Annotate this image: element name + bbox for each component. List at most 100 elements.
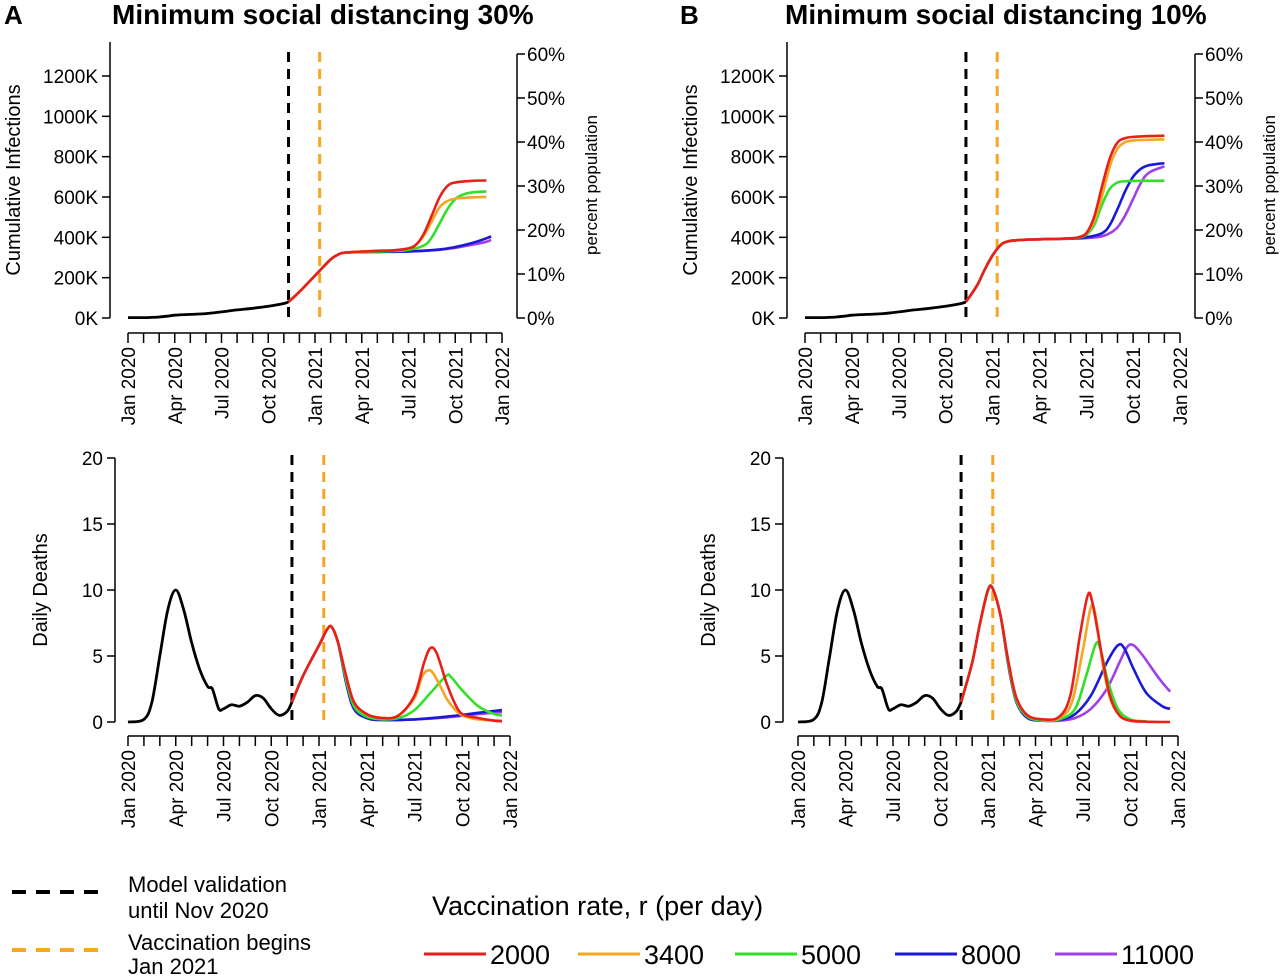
y-tick-label: 10 (82, 581, 103, 602)
y2-tick-label: 60% (1205, 45, 1243, 66)
x-tick-label: Jan 2021 (979, 750, 1000, 828)
x-tick-label: Jan 2022 (1169, 750, 1190, 828)
series-line-8000 (290, 624, 503, 722)
legend: Model validation until Nov 2020 Vaccinat… (12, 872, 1194, 977)
x-tick-label: Jul 2020 (890, 347, 911, 419)
y2-tick-label: 50% (1205, 89, 1243, 110)
x-tick-label: Jul 2021 (406, 750, 427, 822)
y-tick-label: 0K (752, 309, 776, 330)
y2-axis-label: percent population (1260, 115, 1279, 255)
y-tick-label: 400K (731, 228, 776, 249)
y2-tick-label: 60% (527, 45, 565, 66)
y-axis-label: Cumulative Infections (680, 84, 702, 275)
legend-label-8000: 8000 (961, 940, 1021, 970)
series-line-5000 (964, 179, 1165, 303)
x-tick-label: Oct 2021 (1122, 750, 1143, 827)
vaccination-rate-legend: 2000 3400 5000 8000 11000 (424, 940, 1194, 970)
x-tick-label: Jan 2020 (789, 750, 810, 828)
series-line-observed (127, 588, 294, 724)
x-tick-label: Apr 2020 (167, 750, 188, 827)
x-tick-label: Jan 2021 (306, 347, 327, 425)
x-tick-label: Jan 2022 (501, 750, 522, 828)
y-tick-label: 15 (82, 515, 103, 536)
vaccination-rate-legend-title: Vaccination rate, r (per day) (432, 891, 763, 921)
series-line-3400 (964, 138, 1165, 303)
series-line-8000 (964, 161, 1165, 303)
panel-b-cumulative-infections-chart: 0K 200K 400K 600K 800K 1000K 1200K Cumulative I… (680, 42, 1279, 425)
y-tick-label: 1000K (720, 107, 775, 128)
legend-label-5000: 5000 (801, 940, 861, 970)
vaccination-legend-label-line2: Jan 2021 (128, 954, 219, 977)
series-line-observed (797, 588, 963, 724)
series-line-3400 (290, 624, 503, 722)
panel-b-title: Minimum social distancing 10% (785, 0, 1207, 30)
x-tick-label: Apr 2020 (837, 750, 858, 827)
y-tick-label: 20 (750, 449, 771, 470)
x-tick-label: Oct 2021 (1124, 347, 1145, 424)
panel-a-daily-deaths-chart: 0 5 10 15 20 Daily Deaths Jan 2020 Apr 2020 Jul … (30, 449, 522, 828)
y-axis-label: Daily Deaths (30, 533, 52, 646)
validation-legend-label-line2: until Nov 2020 (128, 898, 269, 923)
y-tick-label: 0 (760, 713, 771, 734)
x-tick-label: Apr 2021 (1027, 750, 1048, 827)
panel-b-daily-deaths-chart: 0 5 10 15 20 Daily Deaths Jan 2020 Apr 2020 Jul … (698, 449, 1190, 828)
validation-legend-label-line1: Model validation (128, 872, 287, 897)
y-tick-label: 0 (92, 713, 103, 734)
series-line-5000 (959, 584, 1147, 723)
series-line-2000 (964, 134, 1165, 303)
x-tick-label: Apr 2021 (358, 750, 379, 827)
x-tick-label: Jul 2021 (1077, 347, 1098, 419)
y2-tick-label: 40% (527, 133, 565, 154)
x-tick-label: Jan 2021 (310, 750, 331, 828)
y2-tick-label: 0% (527, 309, 555, 330)
y-tick-label: 20 (82, 449, 103, 470)
y-tick-label: 600K (54, 188, 99, 209)
x-tick-label: Apr 2021 (1030, 347, 1051, 424)
x-tick-label: Oct 2021 (446, 347, 467, 424)
y2-tick-label: 50% (527, 89, 565, 110)
y-axis-label: Cumulative Infections (3, 84, 25, 275)
x-tick-label: Apr 2021 (353, 347, 374, 424)
y-tick-label: 800K (54, 148, 99, 169)
x-tick-label: Jul 2021 (400, 347, 421, 419)
x-tick-label: Jul 2020 (215, 750, 236, 822)
y2-tick-label: 10% (1205, 265, 1243, 286)
panel-a-title: Minimum social distancing 30% (112, 0, 534, 30)
y-tick-label: 1200K (43, 67, 98, 88)
x-tick-label: Jul 2020 (213, 347, 234, 419)
panel-b-letter: B (680, 0, 699, 30)
series-line-2000 (290, 624, 503, 723)
y2-tick-label: 10% (527, 265, 565, 286)
x-tick-label: Jan 2021 (984, 347, 1005, 425)
x-tick-label: Jan 2020 (119, 750, 140, 828)
x-tick-label: Oct 2020 (937, 347, 958, 424)
vaccination-legend-label-line1: Vaccination begins (128, 930, 311, 955)
x-tick-label: Jul 2021 (1074, 750, 1095, 822)
y-tick-label: 5 (760, 647, 771, 668)
y2-tick-label: 40% (1205, 133, 1243, 154)
x-tick-label: Jul 2020 (884, 750, 905, 822)
x-tick-label: Jan 2022 (1171, 347, 1192, 425)
series-line-2000 (287, 179, 487, 303)
series-line-11000 (290, 624, 503, 722)
x-tick-label: Oct 2020 (259, 347, 280, 424)
x-tick-label: Apr 2020 (166, 347, 187, 424)
y-tick-label: 1200K (720, 67, 775, 88)
panel-a-cumulative-infections-chart: 0K 200K 400K 600K 800K 1000K 1200K Cumulative I… (3, 42, 601, 425)
y-tick-label: 1000K (43, 107, 98, 128)
y2-axis-label: percent population (582, 115, 601, 255)
series-line-11000 (964, 165, 1165, 303)
y-tick-label: 200K (54, 269, 99, 290)
legend-label-2000: 2000 (490, 940, 550, 970)
y-tick-label: 800K (731, 148, 776, 169)
y-tick-label: 600K (731, 188, 776, 209)
series-line-5000 (290, 624, 503, 721)
y-tick-label: 15 (750, 515, 771, 536)
y2-tick-label: 20% (1205, 221, 1243, 242)
x-tick-label: Oct 2020 (262, 750, 283, 827)
legend-label-3400: 3400 (644, 940, 704, 970)
y-tick-label: 200K (731, 269, 776, 290)
y2-tick-label: 20% (527, 221, 565, 242)
y-tick-label: 5 (92, 647, 103, 668)
